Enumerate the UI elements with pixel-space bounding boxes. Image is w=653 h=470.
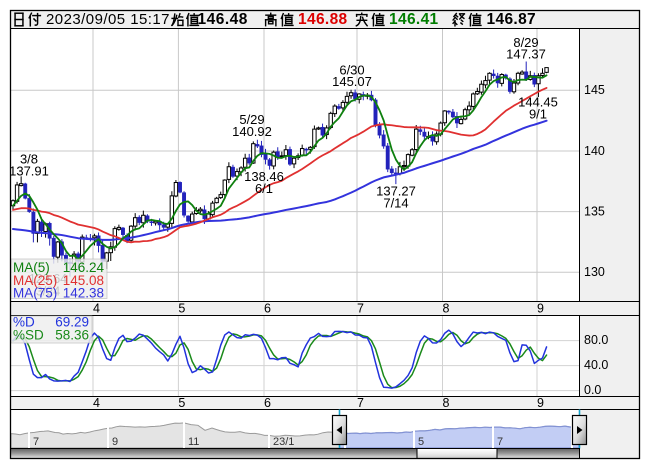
svg-text:4: 4 [93, 396, 100, 410]
svg-text:144.45: 144.45 [518, 94, 558, 109]
svg-text:5: 5 [418, 436, 424, 448]
svg-text:9: 9 [112, 436, 118, 448]
svg-text:40.0: 40.0 [584, 358, 608, 372]
svg-text:4: 4 [93, 301, 100, 315]
svg-text:135: 135 [584, 204, 605, 218]
svg-text:146.88: 146.88 [298, 11, 348, 28]
svg-text:5/29: 5/29 [239, 112, 264, 127]
svg-text:3/8: 3/8 [20, 151, 38, 166]
svg-text:6: 6 [264, 301, 271, 315]
svg-text:138.46: 138.46 [244, 169, 284, 184]
svg-text:146.87: 146.87 [487, 11, 537, 28]
svg-text:130: 130 [584, 265, 605, 279]
svg-text:6/30: 6/30 [339, 62, 364, 77]
svg-text:137.27: 137.27 [376, 183, 416, 198]
svg-text:9: 9 [537, 396, 544, 410]
svg-text:80.0: 80.0 [584, 333, 608, 347]
svg-text:140: 140 [584, 144, 605, 158]
svg-text:6: 6 [264, 396, 271, 410]
svg-text:6/1: 6/1 [255, 181, 273, 196]
svg-text:5: 5 [178, 301, 185, 315]
svg-text:%D: %D [13, 315, 35, 330]
svg-text:MA(75): MA(75) [13, 286, 57, 301]
svg-text:146.41: 146.41 [389, 11, 439, 28]
svg-text:7: 7 [497, 436, 503, 448]
svg-text:11: 11 [188, 436, 199, 448]
svg-text:140.92: 140.92 [232, 124, 272, 139]
svg-text:%SD: %SD [13, 328, 44, 343]
svg-text:7: 7 [357, 301, 364, 315]
svg-text:145.07: 145.07 [332, 74, 372, 89]
svg-text:8: 8 [443, 301, 450, 315]
svg-text:58.36: 58.36 [55, 328, 89, 343]
svg-text:2023/09/05 15:17: 2023/09/05 15:17 [46, 11, 170, 28]
svg-text:MA(25): MA(25) [13, 273, 57, 288]
svg-text:69.29: 69.29 [55, 315, 89, 330]
svg-text:8/29: 8/29 [513, 35, 538, 50]
svg-text:9/1: 9/1 [529, 106, 547, 121]
svg-text:7: 7 [357, 396, 364, 410]
svg-text:146.24: 146.24 [63, 260, 105, 275]
svg-text:137.91: 137.91 [9, 163, 49, 178]
svg-text:8: 8 [443, 396, 450, 410]
svg-text:9: 9 [537, 301, 544, 315]
svg-text:MA(5): MA(5) [13, 260, 50, 275]
svg-text:145.08: 145.08 [63, 273, 104, 288]
svg-text:146.48: 146.48 [198, 11, 248, 28]
svg-text:0.0: 0.0 [584, 383, 601, 397]
svg-text:145: 145 [584, 83, 605, 97]
svg-text:23/1: 23/1 [273, 436, 294, 448]
svg-text:5: 5 [178, 396, 185, 410]
svg-text:7: 7 [33, 436, 39, 448]
svg-text:147.37: 147.37 [506, 46, 546, 61]
svg-text:142.38: 142.38 [63, 286, 104, 301]
svg-text:7/14: 7/14 [383, 195, 408, 210]
